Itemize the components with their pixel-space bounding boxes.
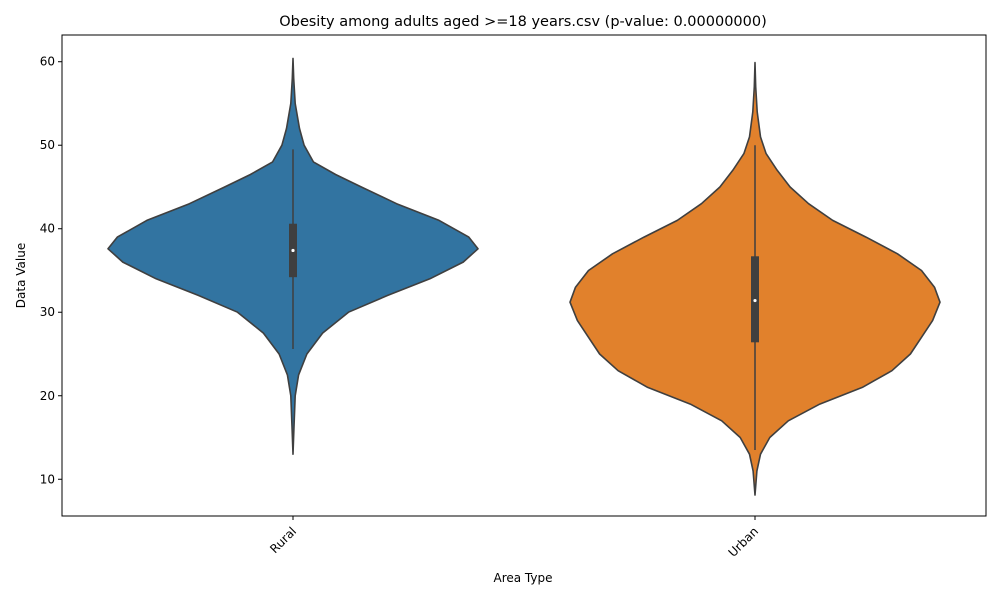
x-axis-ticks: Rural Urban (267, 516, 761, 560)
x-tick-label-rural: Rural (267, 524, 299, 556)
y-tick-label: 40 (40, 222, 55, 236)
axes-frame (61, 34, 987, 517)
plot-area (107, 57, 941, 496)
y-tick-label: 30 (40, 305, 55, 319)
y-tick-label: 60 (40, 55, 55, 69)
y-tick-label: 10 (40, 472, 55, 486)
y-tick-label: 20 (40, 389, 55, 403)
violin-urban (569, 61, 941, 496)
violin-median-dot-urban (753, 298, 757, 303)
y-axis-label: Data Value (14, 243, 28, 308)
x-tick-label-urban: Urban (726, 524, 762, 560)
x-axis-label: Area Type (494, 571, 553, 585)
violin-rural (107, 57, 479, 455)
violin-median-dot-rural (291, 248, 295, 253)
chart-title: Obesity among adults aged >=18 years.csv… (279, 14, 767, 30)
y-tick-label: 50 (40, 138, 55, 152)
y-axis-ticks: 10 20 30 40 50 60 (40, 55, 62, 486)
